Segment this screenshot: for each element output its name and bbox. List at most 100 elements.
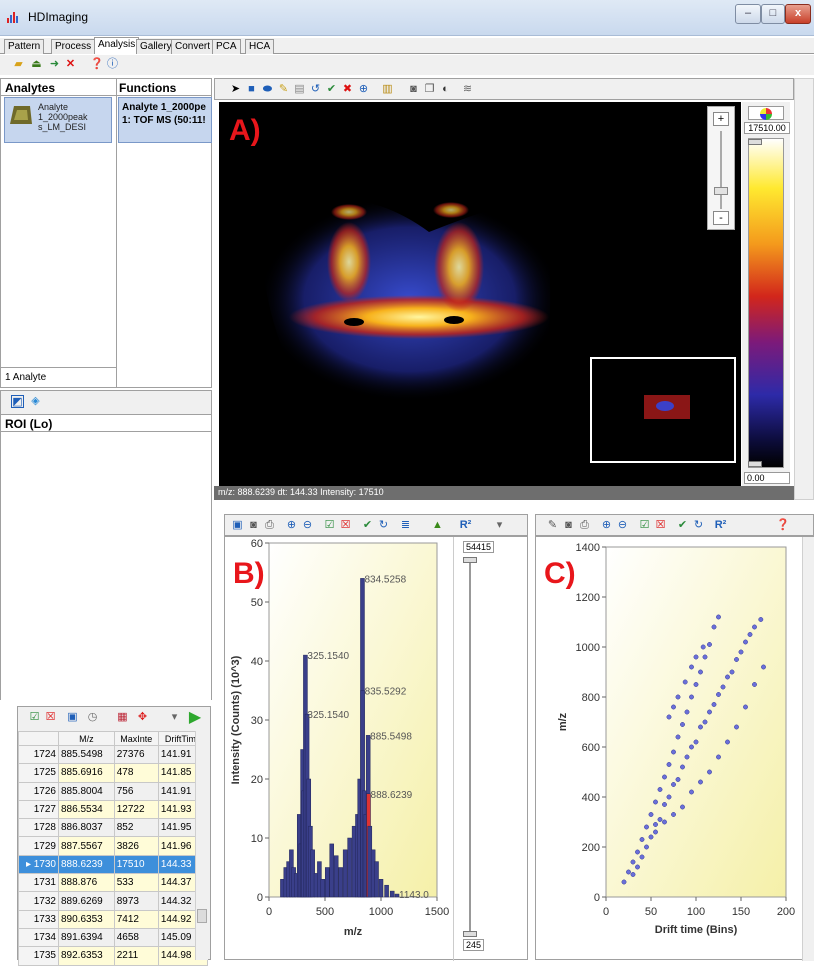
table-row[interactable]: ▸ 1730 888.6239 17510 144.33 [18, 854, 209, 875]
overflow-icon[interactable]: ▾ [171, 711, 178, 723]
spectrum-check-icon[interactable]: ✔ [362, 519, 373, 531]
zoom-icon[interactable]: ⊕ [358, 83, 369, 95]
colorbar-min-value[interactable]: 0.00 [744, 472, 790, 484]
grid-icon[interactable]: ▤ [294, 83, 305, 95]
camera-icon[interactable]: ◙ [410, 83, 417, 95]
drift-chart[interactable]: 0 200 400 600 800 1000 1200 1400 0 50 100 150 200 Dri… [536, 537, 802, 961]
table-row[interactable]: 1735 892.6353 2211 144.98 [18, 946, 209, 966]
rect-select-icon[interactable]: ■ [248, 83, 255, 95]
tab-analysis[interactable]: Analysis [94, 37, 140, 54]
intensity-slider-top-handle[interactable] [463, 557, 477, 563]
tab-hca[interactable]: HCA [245, 39, 275, 54]
roi-shape-icon[interactable]: ◈ [31, 395, 40, 407]
palette-button[interactable] [748, 106, 784, 120]
table-header-maxint[interactable]: MaxInte [113, 731, 159, 746]
colorbar-top-handle[interactable] [748, 139, 762, 145]
drift-camera-icon[interactable]: ◙ [565, 519, 572, 531]
spectrum-zoom-out-icon[interactable]: ⊖ [302, 519, 313, 531]
spectrum-peak-icon[interactable]: ▲ [432, 519, 443, 531]
spectrum-overflow-icon[interactable]: ▾ [496, 519, 503, 531]
export-icon[interactable]: ➜ [49, 58, 60, 70]
move-icon[interactable]: ✥ [137, 711, 148, 723]
drift-r2-icon[interactable]: R² [714, 519, 727, 531]
tab-pca[interactable]: PCA [212, 39, 241, 54]
table-header-mz[interactable]: M/z [58, 731, 115, 746]
ellipse-select-icon[interactable]: ⬬ [262, 83, 273, 95]
table-row[interactable]: 1727 886.5534 12722 141.93 [18, 799, 209, 820]
spectrum-align-icon[interactable]: ≣ [400, 519, 411, 531]
drift-pencil-icon[interactable]: ✎ [547, 519, 558, 531]
spectrum-refresh-icon[interactable]: ↻ [378, 519, 389, 531]
zoom-in-button[interactable]: + [713, 112, 729, 126]
info-icon[interactable]: ⓘ [107, 58, 118, 70]
check-icon[interactable]: ✔ [326, 83, 337, 95]
close-button[interactable]: x [785, 4, 811, 24]
overview-thumbnail[interactable] [590, 357, 736, 463]
spectrum-zoom-in-icon[interactable]: ⊕ [286, 519, 297, 531]
drift-check-icon[interactable]: ✔ [677, 519, 688, 531]
open-folder-icon[interactable]: ▰ [14, 58, 23, 70]
table-row[interactable]: 1725 885.6916 478 141.85 [18, 763, 209, 783]
import-icon[interactable]: ⏏ [31, 58, 42, 70]
table-row[interactable]: 1729 887.5567 3826 141.96 [18, 836, 209, 856]
table-scrollbar[interactable] [195, 731, 208, 960]
table-row[interactable]: 1731 888.876 533 144.37 [18, 873, 209, 893]
contrast-icon[interactable]: ◐ [442, 83, 449, 95]
copy-icon[interactable]: ❐ [424, 83, 435, 95]
drift-scrollbar[interactable] [802, 537, 814, 961]
table-row[interactable]: 1734 891.6394 4658 145.09 [18, 927, 209, 948]
colorbar-bottom-handle[interactable] [748, 461, 762, 467]
intensity-slider-max[interactable]: 54415 [463, 541, 495, 553]
clock-icon[interactable]: ◷ [87, 711, 98, 723]
spectrum-save-icon[interactable]: ▣ [232, 519, 243, 531]
minimize-button[interactable]: – [735, 4, 761, 24]
table-row[interactable]: 1724 885.5498 27376 141.91 [18, 744, 209, 765]
check-all-icon[interactable]: ☑ [29, 711, 40, 723]
drift-check-all-icon[interactable]: ☑ [639, 519, 650, 531]
spectrum-check-all-icon[interactable]: ☑ [324, 519, 335, 531]
tab-pattern[interactable]: Pattern [4, 39, 45, 54]
zoom-track[interactable] [720, 131, 722, 209]
spectrum-chart[interactable]: 0 10 20 30 40 50 60 0 500 1000 1500 834.5258 325.154… [225, 537, 465, 961]
run-icon[interactable]: ▶ [188, 709, 202, 726]
analyte-item[interactable]: Analyte 1_2000peak s_LM_DESI [4, 97, 112, 143]
roi-draw-icon[interactable]: ◩ [11, 395, 24, 408]
undo-icon[interactable]: ↺ [310, 83, 321, 95]
spectrum-uncheck-all-icon[interactable]: ☒ [340, 519, 351, 531]
uncheck-all-icon[interactable]: ☒ [45, 711, 56, 723]
colorbar-max-value[interactable]: 17510.00 [744, 122, 790, 134]
drift-refresh-icon[interactable]: ↻ [693, 519, 704, 531]
table-row[interactable]: 1732 889.6269 8973 144.32 [18, 891, 209, 911]
zoom-slider-thumb[interactable] [714, 187, 728, 195]
zoom-out-button[interactable]: - [713, 211, 729, 225]
pencil-icon[interactable]: ✎ [278, 83, 289, 95]
delete-icon[interactable]: ✕ [65, 58, 76, 70]
intensity-slider-bottom-handle[interactable] [463, 931, 477, 937]
pointer-icon[interactable]: ➤ [230, 83, 241, 95]
table-row[interactable]: 1726 885.8004 756 141.91 [18, 781, 209, 801]
layers-icon[interactable]: ≋ [462, 83, 473, 95]
table-row[interactable]: 1733 890.6353 7412 144.92 [18, 909, 209, 929]
intensity-slider-min[interactable]: 245 [463, 939, 485, 951]
spectrum-print-icon[interactable]: ⎙ [265, 519, 274, 531]
table-scroll-thumb[interactable] [197, 909, 207, 923]
drift-zoom-in-icon[interactable]: ⊕ [601, 519, 612, 531]
drift-help-icon[interactable]: ❓ [776, 519, 790, 531]
image-icon[interactable]: ▦ [117, 711, 128, 723]
spectrum-r2-icon[interactable]: R² [459, 519, 472, 531]
tab-process[interactable]: Process [51, 39, 96, 54]
drift-uncheck-all-icon[interactable]: ☒ [655, 519, 666, 531]
intensity-slider-track[interactable] [469, 557, 471, 937]
drift-print-icon[interactable]: ⎙ [580, 519, 589, 531]
table-row[interactable]: 1728 886.8037 852 141.95 [18, 818, 209, 838]
save-icon[interactable]: ▣ [67, 711, 78, 723]
maximize-button[interactable]: □ [761, 4, 785, 24]
spectrum-camera-icon[interactable]: ◙ [250, 519, 257, 531]
cancel-icon[interactable]: ✖ [342, 83, 353, 95]
histogram-icon[interactable]: ▥ [382, 83, 393, 95]
tab-gallery[interactable]: Gallery [136, 39, 176, 54]
drift-zoom-out-icon[interactable]: ⊖ [617, 519, 628, 531]
tab-convert[interactable]: Convert [171, 39, 215, 54]
ion-image-view[interactable]: A) + - [219, 102, 741, 486]
help-icon[interactable]: ❓ [90, 58, 104, 70]
